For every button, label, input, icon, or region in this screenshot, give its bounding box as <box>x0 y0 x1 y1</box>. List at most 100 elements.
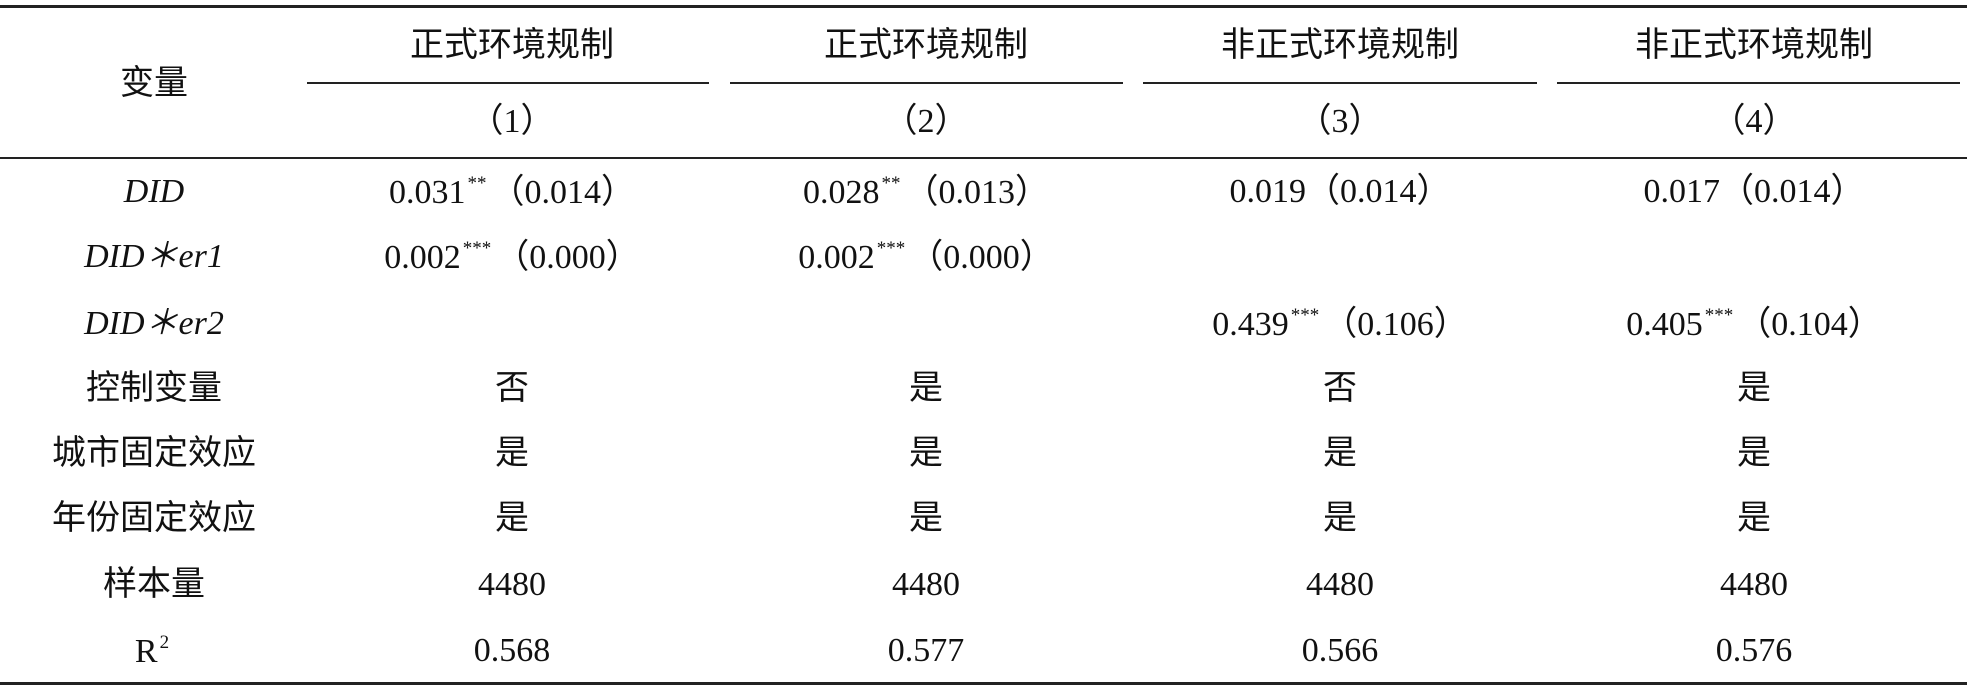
cell: 0.566 <box>1302 634 1379 668</box>
row-label-text: R <box>134 633 158 670</box>
cell: 是 <box>1323 437 1357 471</box>
cell: 0.439 *** （0.106） <box>1212 306 1468 342</box>
coefficient: 否 <box>1323 370 1357 407</box>
coefficient: 0.002 <box>798 239 875 276</box>
cell: 4480 <box>478 568 546 602</box>
row-label-text: 年份固定效应 <box>52 500 256 537</box>
cell: 是 <box>909 372 943 406</box>
cell: 0.405 *** （0.104） <box>1626 306 1882 342</box>
top-rule <box>0 5 1967 8</box>
coefficient: 是 <box>909 500 943 537</box>
cell: 是 <box>1737 372 1771 406</box>
coefficient: 0.017 <box>1643 173 1721 210</box>
column-rule <box>1557 82 1960 84</box>
significance: *** <box>1704 305 1734 326</box>
coefficient: 是 <box>1737 500 1771 537</box>
standard-error: （0.013） <box>904 174 1050 211</box>
coefficient: 是 <box>909 435 943 472</box>
row-label-sup: 2 <box>159 632 170 653</box>
standard-error: （0.104） <box>1737 306 1882 343</box>
standard-error: （0.014） <box>490 174 636 211</box>
coefficient: 是 <box>495 500 529 537</box>
row-label: 城市固定效应 <box>52 437 256 471</box>
row-label: DID＊er2 <box>84 307 224 341</box>
cell: 0.576 <box>1716 634 1793 668</box>
coefficient: 是 <box>495 435 529 472</box>
coefficient: 是 <box>1323 500 1357 537</box>
coefficient: 0.028 <box>803 174 880 211</box>
standard-error: （0.014） <box>1306 173 1451 210</box>
cell: 是 <box>1737 437 1771 471</box>
column-header: 正式环境规制 <box>410 27 614 64</box>
column-header: 正式环境规制 <box>824 27 1028 64</box>
stub-header: 变量 <box>120 65 188 102</box>
cell: 是 <box>495 437 529 471</box>
cell: 4480 <box>1720 568 1788 602</box>
cell: 0.031 ** （0.014） <box>389 174 635 210</box>
cell: 0.028 ** （0.013） <box>803 174 1049 210</box>
row-label-text: 样本量 <box>103 566 205 603</box>
coefficient: 4480 <box>1720 566 1788 603</box>
cell: 是 <box>495 502 529 536</box>
column-rule <box>1143 82 1537 84</box>
column-rule <box>307 82 709 84</box>
significance: *** <box>1290 305 1320 326</box>
standard-error: （0.106） <box>1323 306 1468 343</box>
row-label: DID <box>124 175 184 209</box>
coefficient: 4480 <box>1306 566 1374 603</box>
cell: 4480 <box>892 568 960 602</box>
cell: 是 <box>1737 502 1771 536</box>
column-header: 非正式环境规制 <box>1221 27 1459 64</box>
coefficient: 4480 <box>892 566 960 603</box>
significance: ** <box>881 173 901 194</box>
cell: 是 <box>909 437 943 471</box>
cell: 否 <box>1323 372 1357 406</box>
row-label-text: DID <box>123 173 185 210</box>
column-header: 非正式环境规制 <box>1635 27 1873 64</box>
coefficient: 0.577 <box>887 632 965 669</box>
column-rule <box>730 82 1123 84</box>
cell: 否 <box>495 372 529 406</box>
coefficient: 0.002 <box>384 239 461 276</box>
standard-error: （0.000） <box>909 239 1054 276</box>
row-label-text: 城市固定效应 <box>52 435 256 472</box>
cell: 0.002 *** （0.000） <box>798 239 1054 275</box>
cell: 4480 <box>1306 568 1374 602</box>
row-label-text: DID＊er1 <box>84 238 224 275</box>
coefficient: 是 <box>1737 370 1771 407</box>
coefficient: 0.568 <box>473 632 551 669</box>
bottom-rule <box>0 682 1967 685</box>
cell: 0.019（0.014） <box>1230 175 1451 209</box>
coefficient: 0.019 <box>1229 173 1307 210</box>
row-label-text: DID＊er2 <box>84 305 224 342</box>
coefficient: 是 <box>1737 435 1771 472</box>
column-number: （3） <box>1297 103 1383 140</box>
row-label: 年份固定效应 <box>52 502 256 536</box>
coefficient: 4480 <box>478 566 546 603</box>
standard-error: （0.014） <box>1720 173 1865 210</box>
coefficient: 否 <box>495 370 529 407</box>
cell: 0.002 *** （0.000） <box>384 239 640 275</box>
cell: 是 <box>1323 502 1357 536</box>
coefficient: 是 <box>909 370 943 407</box>
significance: *** <box>876 238 906 259</box>
significance: *** <box>462 238 492 259</box>
header-rule <box>0 157 1967 159</box>
cell: 是 <box>909 502 943 536</box>
column-number: （2） <box>883 103 969 140</box>
row-label-text: 控制变量 <box>86 370 222 407</box>
coefficient: 0.566 <box>1301 632 1379 669</box>
column-number: （4） <box>1711 103 1797 140</box>
row-label: 控制变量 <box>86 372 222 406</box>
coefficient: 是 <box>1323 435 1357 472</box>
coefficient: 0.439 <box>1212 306 1289 343</box>
column-number: （1） <box>469 103 555 140</box>
cell: 0.017（0.014） <box>1644 175 1865 209</box>
row-label: DID＊er1 <box>84 240 224 274</box>
cell: 0.568 <box>474 634 551 668</box>
coefficient: 0.031 <box>389 174 466 211</box>
row-label: 样本量 <box>103 568 205 602</box>
coefficient: 0.576 <box>1715 632 1793 669</box>
